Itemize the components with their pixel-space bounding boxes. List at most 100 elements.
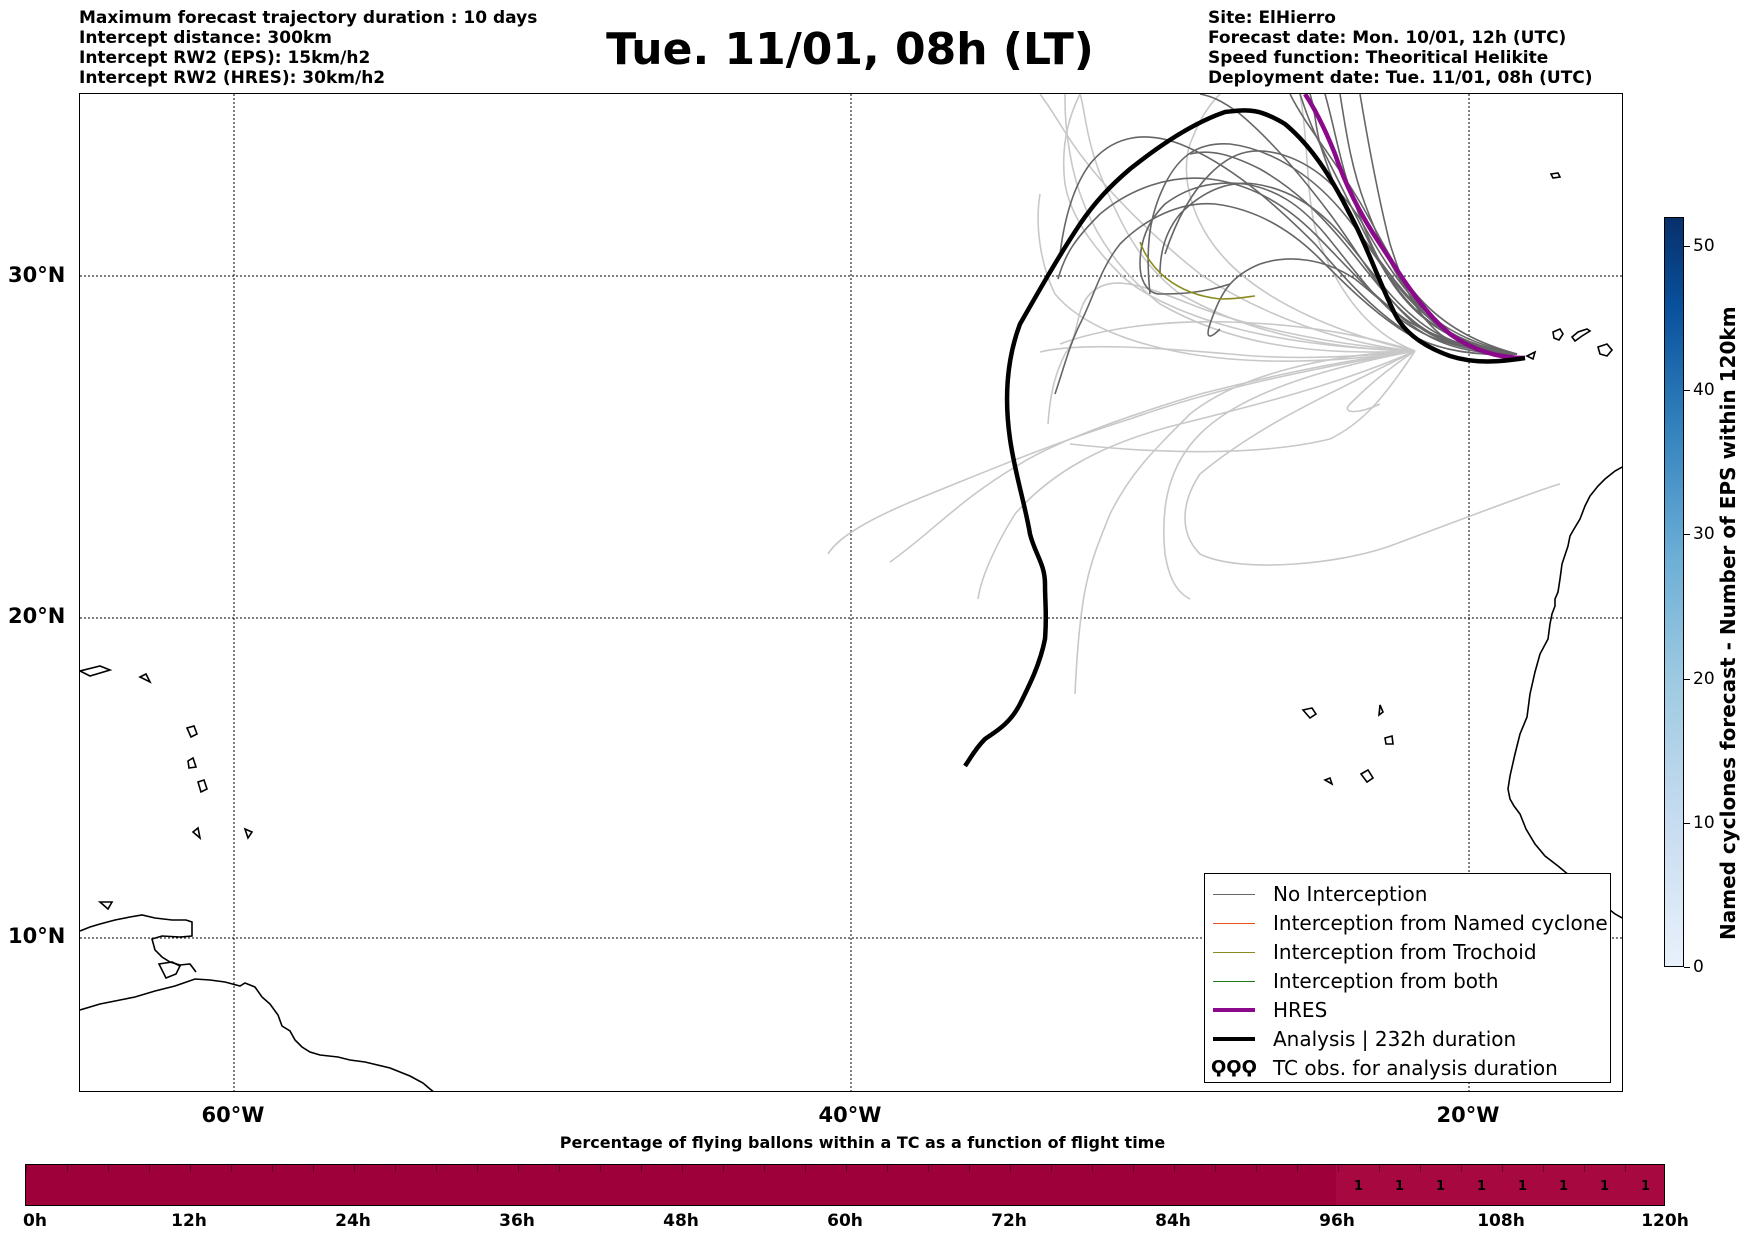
strip-cell-divider	[67, 1165, 68, 1172]
strip-cell-divider	[805, 1165, 806, 1172]
strip-cell-divider	[231, 1165, 232, 1172]
eps-faded-track	[977, 350, 1416, 600]
island-antilles-2	[187, 756, 198, 769]
time-label: 12h	[171, 1211, 207, 1231]
eps-faded-track	[1074, 350, 1416, 695]
lat-label-30n: 30°N	[8, 263, 66, 287]
legend-item-no-interception: No Interception	[1211, 879, 1610, 908]
eps-track	[1054, 202, 1518, 395]
eps-faded-track	[1079, 94, 1416, 352]
strip-percent-value: 1	[1599, 1179, 1610, 1194]
page-title: Tue. 11/01, 08h (LT)	[606, 24, 1094, 75]
flight-time-strip: 1 1 1 1 1 1 1 1	[25, 1164, 1665, 1206]
strip-cell-divider	[1584, 1165, 1585, 1172]
strip-cell-divider	[1215, 1165, 1216, 1172]
strip-cell-divider	[1338, 1165, 1339, 1172]
eps-track	[1057, 177, 1518, 355]
strip-percent-value: 1	[1517, 1179, 1528, 1194]
strip-cell-divider	[600, 1165, 601, 1172]
strip-cell-divider	[190, 1165, 191, 1172]
time-label: 84h	[1155, 1211, 1191, 1231]
island-antilles-4	[191, 826, 202, 841]
tc-symbol-icon: ϘϘϘ	[1211, 1056, 1257, 1078]
island-canary-1	[1552, 327, 1564, 341]
colorbar-tick	[1684, 245, 1690, 247]
strip-percent-value: 1	[1640, 1179, 1651, 1194]
strip-cell-divider	[1174, 1165, 1175, 1172]
trajectory-map[interactable]	[79, 93, 1623, 1092]
legend-label: No Interception	[1273, 881, 1428, 906]
header-right: Site: ElHierro Forecast date: Mon. 10/01…	[1208, 8, 1593, 88]
time-label: 60h	[827, 1211, 863, 1231]
island-antilles-6	[80, 665, 113, 677]
legend-swatch	[1211, 1000, 1257, 1020]
header-left-line: Intercept RW2 (EPS): 15km/h2	[79, 48, 371, 68]
eps-faded-track	[889, 350, 1416, 563]
island-antilles-5	[243, 827, 254, 840]
island-trinidad	[157, 961, 182, 980]
strip-cell-divider	[887, 1165, 888, 1172]
colorbar	[1664, 217, 1684, 967]
strip-cell-divider	[26, 1165, 27, 1172]
strip-cell-divider	[846, 1165, 847, 1172]
legend-swatch	[1211, 971, 1257, 991]
strip-cell-divider	[1051, 1165, 1052, 1172]
legend-item-both: Interception from both	[1211, 966, 1610, 995]
eps-faded-track	[1346, 350, 1416, 413]
coastline-africa-west	[1507, 466, 1622, 919]
strip-cell-divider	[641, 1165, 642, 1172]
strip-cell-divider	[1543, 1165, 1544, 1172]
legend-item-hres: HRES	[1211, 995, 1610, 1024]
lon-label-60w: 60°W	[201, 1103, 265, 1127]
legend-item-tc-obs: ϘϘϘ TC obs. for analysis duration	[1211, 1053, 1610, 1082]
eps-track	[1299, 94, 1518, 355]
colorbar-tick-label: 0	[1693, 957, 1704, 977]
island-madeira	[1549, 172, 1562, 179]
lon-label-40w: 40°W	[818, 1103, 882, 1127]
island-el-hierro	[1525, 350, 1537, 361]
strip-cell-divider	[108, 1165, 109, 1172]
island-cape-verde-1	[1301, 707, 1318, 720]
eps-faded-track	[1037, 193, 1416, 362]
colorbar-tick-label: 40	[1693, 380, 1715, 401]
colorbar-label: Named cyclones forecast - Number of EPS …	[1716, 306, 1740, 940]
legend-swatch	[1211, 942, 1257, 962]
strip-cell-divider	[436, 1165, 437, 1172]
header-right-line: Deployment date: Tue. 11/01, 08h (UTC)	[1208, 68, 1593, 88]
strip-cell-divider	[477, 1165, 478, 1172]
strip-cell-divider	[518, 1165, 519, 1172]
header-left-line: Intercept RW2 (HRES): 30km/h2	[79, 68, 386, 88]
map-legend: No Interception Interception from Named …	[1204, 873, 1611, 1083]
strip-cell-divider	[559, 1165, 560, 1172]
strip-cell-divider	[1297, 1165, 1298, 1172]
coastline-venezuela-north	[80, 914, 197, 973]
island-canary-3	[1597, 343, 1614, 357]
strip-cell-divider	[1502, 1165, 1503, 1172]
strip-cell-divider	[928, 1165, 929, 1172]
strip-cell-divider	[969, 1165, 970, 1172]
time-label: 108h	[1477, 1211, 1525, 1231]
strip-cell-divider	[272, 1165, 273, 1172]
strip-percent-value: 1	[1353, 1179, 1364, 1194]
lat-label-20n: 20°N	[8, 604, 66, 628]
eps-track	[1189, 151, 1518, 355]
island-aruba	[97, 901, 114, 911]
legend-item-named-cyclone: Interception from Named cyclone	[1211, 908, 1610, 937]
lon-label-20w: 20°W	[1436, 1103, 1500, 1127]
time-label: 96h	[1319, 1211, 1355, 1231]
strip-percent-value: 1	[1435, 1179, 1446, 1194]
time-label: 48h	[663, 1211, 699, 1231]
time-label: 24h	[335, 1211, 371, 1231]
colorbar-tick-label: 30	[1693, 524, 1715, 545]
strip-cell-divider	[1420, 1165, 1421, 1172]
eps-faded-track	[1069, 350, 1416, 453]
colorbar-tick	[1684, 390, 1690, 392]
map-canvas[interactable]	[80, 94, 1623, 1092]
strip-percent-value: 1	[1476, 1179, 1487, 1194]
bottom-strip-title: Percentage of flying ballons within a TC…	[559, 1133, 1166, 1152]
colorbar-tick	[1684, 967, 1690, 968]
hres-trajectory	[1303, 94, 1526, 361]
strip-cell-divider	[313, 1165, 314, 1172]
legend-swatch	[1211, 913, 1257, 933]
legend-label: Interception from Trochoid	[1273, 939, 1537, 964]
